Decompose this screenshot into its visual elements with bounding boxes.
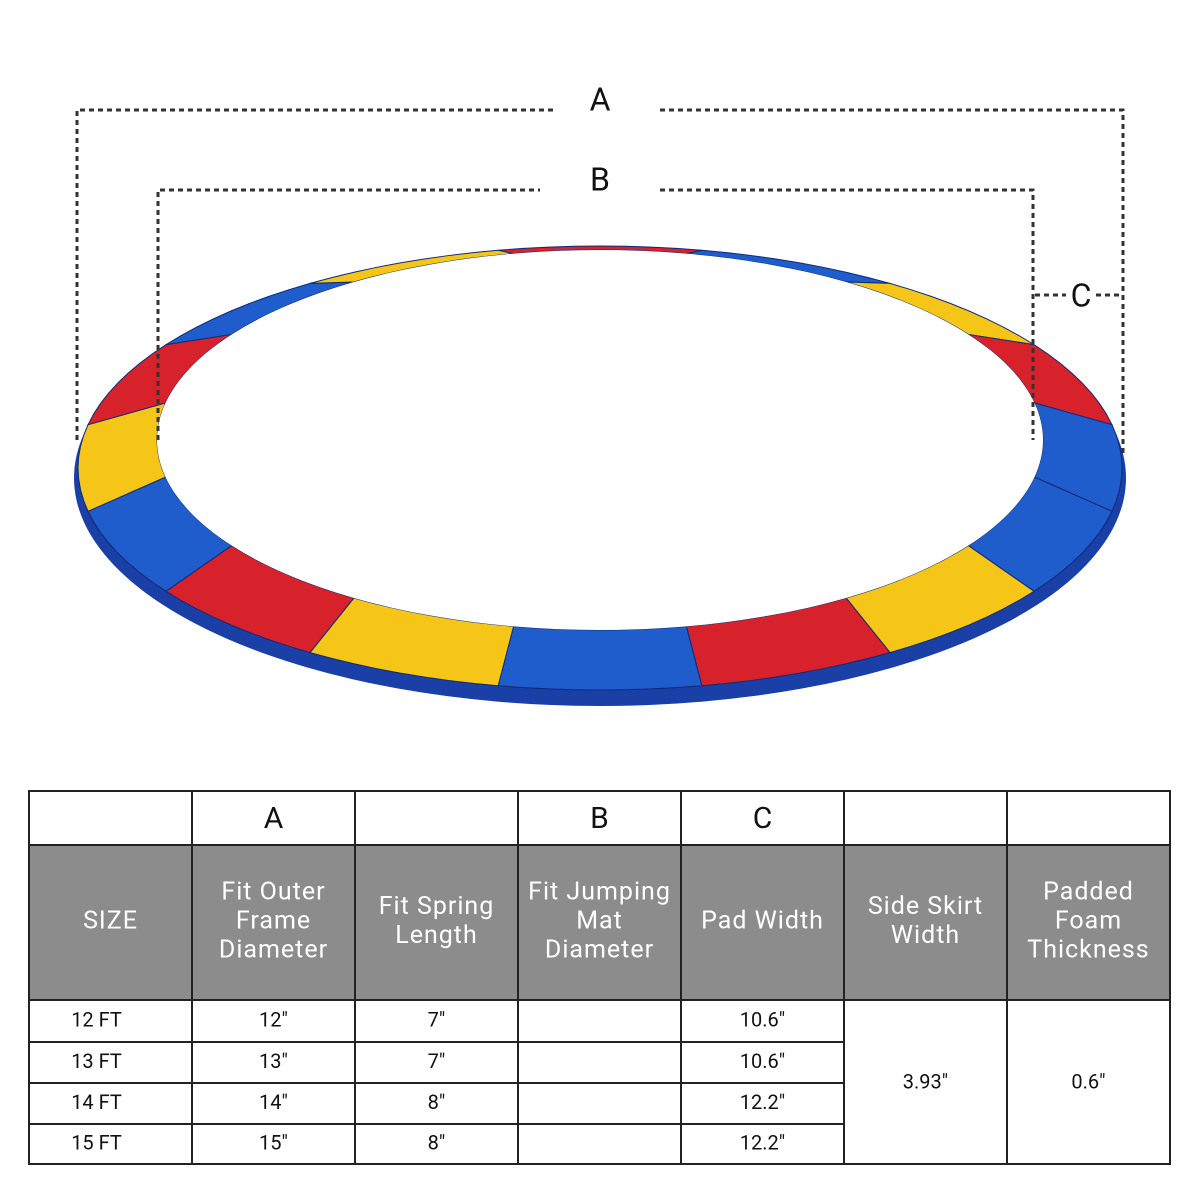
- table-cell: 13 FT: [71, 1049, 122, 1073]
- column-header: Pad Width: [701, 907, 824, 936]
- column-header: Frame: [236, 907, 311, 936]
- column-header: Diameter: [545, 936, 654, 965]
- column-letter: B: [590, 801, 609, 836]
- column-header: Thickness: [1027, 936, 1149, 965]
- column-header: Mat: [576, 907, 623, 936]
- column-header: SIZE: [83, 907, 138, 936]
- column-header: Padded: [1043, 878, 1134, 907]
- table-cell: 12.2″: [740, 1130, 785, 1154]
- column-header: Foam: [1055, 907, 1122, 936]
- column-header: Fit Spring: [379, 892, 495, 921]
- header-background: [29, 845, 1170, 1000]
- trampoline-pad: [74, 245, 1126, 706]
- column-header: Fit Outer: [221, 878, 325, 907]
- table-cell: 3.93″: [903, 1069, 948, 1093]
- column-header: Diameter: [219, 936, 328, 965]
- table-cell: 12″: [259, 1007, 288, 1031]
- table-cell: 13″: [259, 1049, 288, 1073]
- dimension-b: [156, 188, 1035, 440]
- table-cell: 15″: [259, 1130, 288, 1154]
- table-cell: 10.6″: [740, 1007, 785, 1031]
- table-cell: 12.2″: [740, 1090, 785, 1114]
- table-cell: 12 FT: [71, 1007, 122, 1031]
- table-cell: 7″: [428, 1007, 446, 1031]
- column-header: Side Skirt: [868, 892, 983, 921]
- table-cell: 14 FT: [71, 1090, 122, 1114]
- column-letter: C: [753, 801, 773, 836]
- table-grid: [28, 790, 1171, 1165]
- mat-opening: [157, 250, 1043, 630]
- label-a: A: [590, 80, 611, 118]
- pad-segment: [497, 625, 703, 691]
- column-header: Fit Jumping: [528, 878, 671, 907]
- column-header: Width: [891, 921, 960, 950]
- table-cell: 8″: [428, 1130, 446, 1154]
- column-header: Length: [395, 921, 478, 950]
- column-letter: A: [264, 801, 284, 836]
- table-cell: 7″: [428, 1049, 446, 1073]
- table-cell: 14″: [259, 1090, 288, 1114]
- table-cell: 15 FT: [71, 1130, 122, 1154]
- table-cell: 8″: [428, 1090, 446, 1114]
- dimension-a: [75, 108, 1125, 455]
- label-b: B: [590, 160, 610, 198]
- table-cell: 0.6″: [1071, 1069, 1105, 1093]
- table-cell: 10.6″: [740, 1049, 785, 1073]
- label-c: C: [1071, 276, 1092, 314]
